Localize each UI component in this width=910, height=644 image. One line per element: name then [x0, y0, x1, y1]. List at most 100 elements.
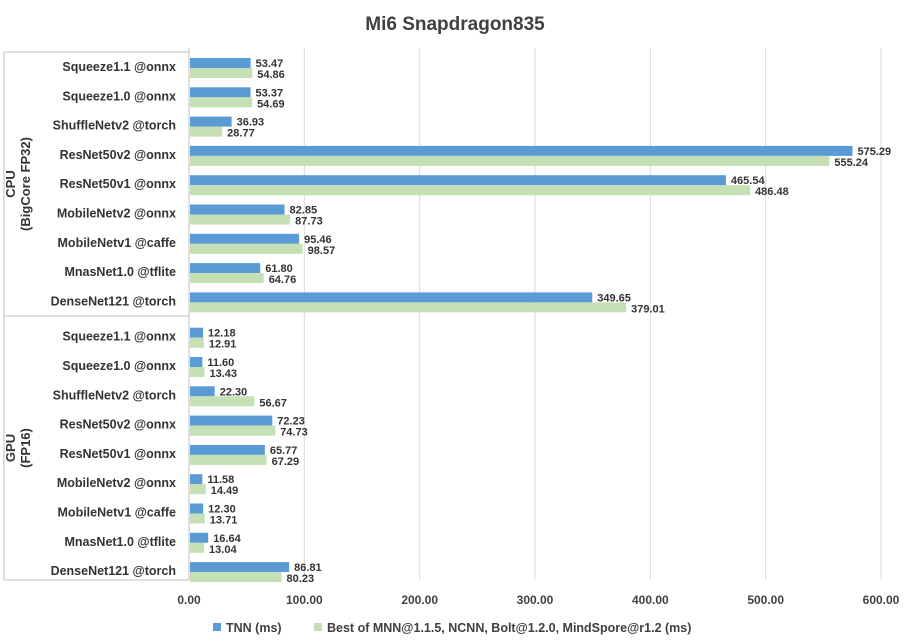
chart-frame: [3, 48, 190, 581]
bar-tnn: [190, 444, 265, 455]
bar-best: [190, 68, 253, 78]
data-label-tnn: 465.54: [731, 175, 766, 187]
bar-best: [190, 126, 223, 137]
bar-tnn: [190, 474, 203, 485]
legend-label-tnn: TNN (ms): [226, 621, 282, 635]
category-label: ResNet50v2 @onnx: [60, 418, 176, 432]
data-label-best: 64.76: [269, 274, 297, 286]
legend-swatch-best: [314, 623, 322, 631]
bar-tnn: [190, 116, 232, 127]
bar-tnn: [190, 204, 285, 215]
data-label-best: 67.29: [272, 456, 300, 468]
data-label-tnn: 82.85: [290, 205, 318, 217]
data-label-best: 14.49: [211, 485, 239, 497]
chart-title: Mi6 Snapdragon835: [365, 14, 545, 35]
x-tick-label: 300.00: [517, 593, 554, 607]
data-label-best: 74.73: [280, 427, 308, 439]
category-label: Squeeze1.1 @onnx: [62, 330, 176, 344]
bar-best: [190, 155, 830, 166]
data-label-tnn: 11.58: [207, 474, 234, 486]
bar-best: [190, 97, 253, 108]
data-label-best: 80.23: [287, 573, 315, 585]
bar-tnn: [190, 263, 261, 274]
category-label: Squeeze1.0 @onnx: [62, 89, 176, 103]
group-label-line: (FP16): [18, 428, 33, 468]
bar-tnn: [190, 233, 300, 244]
x-tick-label: 0.00: [177, 593, 201, 607]
bar-best: [190, 542, 205, 553]
gridlines: [303, 48, 882, 580]
category-label: ShuffleNetv2 @torch: [53, 119, 176, 133]
data-label-tnn: 12.30: [208, 504, 236, 516]
data-label-tnn: 16.64: [213, 533, 241, 545]
bar-best: [190, 214, 291, 225]
category-label: MobileNetv1 @caffe: [58, 236, 177, 250]
bar-best: [190, 273, 264, 284]
bar-tnn: [190, 386, 215, 397]
bar-best: [190, 484, 206, 495]
bar-best: [190, 425, 276, 436]
bar-tnn: [190, 327, 204, 338]
x-tick-label: 400.00: [632, 593, 669, 607]
data-label-tnn: 53.37: [256, 87, 284, 99]
bar-best: [190, 454, 267, 465]
category-label: ResNet50v2 @onnx: [60, 148, 176, 162]
data-label-best: 56.67: [259, 397, 287, 409]
bar-best: [190, 243, 303, 254]
bar-best: [190, 185, 751, 196]
category-label: Squeeze1.0 @onnx: [62, 359, 176, 373]
category-label: ShuffleNetv2 @torch: [53, 388, 176, 402]
data-label-best: 54.69: [257, 98, 285, 110]
data-label-tnn: 11.60: [207, 357, 234, 369]
x-tick-label: 100.00: [286, 593, 323, 607]
x-tick-label: 500.00: [747, 593, 784, 607]
group-label: CPU(BigCore FP32): [3, 137, 33, 231]
data-label-tnn: 86.81: [294, 562, 322, 574]
data-label-tnn: 72.23: [277, 416, 305, 428]
labels: 0.00 100.00 200.00 300.00 400.00 500.00 600.00…: [3, 58, 900, 607]
data-label-tnn: 95.46: [304, 234, 332, 246]
category-label: ResNet50v1 @onnx: [60, 177, 176, 191]
data-label-tnn: 12.18: [208, 328, 236, 340]
group-label-line: (BigCore FP32): [18, 137, 33, 231]
data-label-tnn: 65.77: [270, 445, 298, 457]
legend-swatch-tnn: [213, 623, 221, 631]
data-label-tnn: 53.47: [256, 58, 284, 70]
x-tick-label: 600.00: [863, 593, 900, 607]
category-label: DenseNet121 @torch: [51, 564, 176, 578]
category-label: MobileNetv1 @caffe: [58, 506, 177, 520]
data-label-best: 13.04: [209, 544, 237, 556]
x-tick-label: 200.00: [401, 593, 438, 607]
bar-tnn: [190, 292, 593, 303]
data-label-best: 12.91: [209, 339, 237, 351]
data-label-tnn: 36.93: [237, 117, 265, 129]
group-label: GPU(FP16): [3, 428, 33, 468]
bar-tnn: [190, 58, 251, 68]
data-label-best: 379.01: [631, 303, 665, 315]
data-label-best: 13.43: [209, 368, 237, 380]
data-label-best: 555.24: [834, 157, 869, 169]
bar-best: [190, 337, 204, 348]
bar-tnn: [190, 87, 251, 98]
bar-tnn: [190, 415, 273, 426]
data-label-best: 28.77: [227, 128, 255, 140]
bar-best: [190, 367, 205, 377]
category-label: DenseNet121 @torch: [51, 294, 176, 308]
data-label-best: 87.73: [295, 216, 323, 228]
category-label: ResNet50v1 @onnx: [60, 447, 176, 461]
legend: TNN (ms) Best of MNN@1.1.5, NCNN, Bolt@1.…: [213, 621, 691, 635]
data-label-best: 13.71: [210, 515, 238, 527]
data-label-tnn: 575.29: [858, 146, 892, 158]
bar-tnn: [190, 357, 203, 367]
category-label: MnasNet1.0 @tflite: [64, 535, 176, 549]
category-label: Squeeze1.1 @onnx: [62, 60, 176, 74]
bar-tnn: [190, 562, 290, 573]
data-label-best: 486.48: [755, 186, 789, 198]
bar-best: [190, 572, 282, 583]
legend-label-best: Best of MNN@1.1.5, NCNN, Bolt@1.2.0, Min…: [327, 621, 691, 635]
data-label-tnn: 22.30: [220, 386, 248, 398]
bar-tnn: [190, 145, 853, 156]
data-label-tnn: 61.80: [265, 263, 293, 275]
bar-tnn: [190, 532, 209, 543]
